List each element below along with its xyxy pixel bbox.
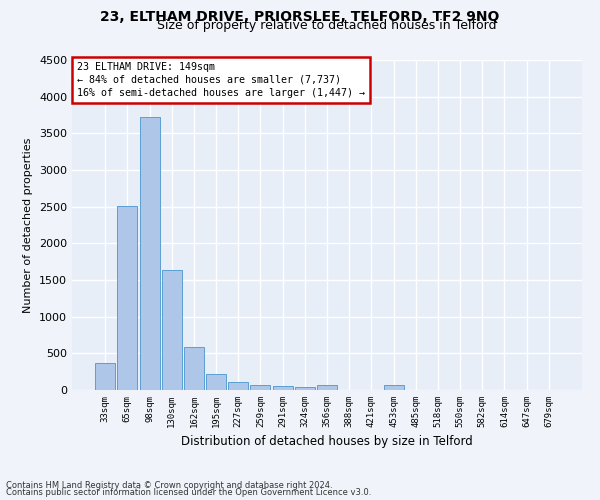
Bar: [272, 386, 293, 390]
Bar: [317, 385, 337, 390]
X-axis label: Distribution of detached houses by size in Telford: Distribution of detached houses by size …: [181, 436, 473, 448]
Bar: [228, 382, 248, 390]
Bar: [383, 385, 404, 390]
Bar: [140, 117, 160, 390]
Text: Contains public sector information licensed under the Open Government Licence v3: Contains public sector information licen…: [6, 488, 371, 497]
Bar: [95, 363, 115, 390]
Text: 23, ELTHAM DRIVE, PRIORSLEE, TELFORD, TF2 9NQ: 23, ELTHAM DRIVE, PRIORSLEE, TELFORD, TF…: [100, 10, 500, 24]
Title: Size of property relative to detached houses in Telford: Size of property relative to detached ho…: [157, 20, 497, 32]
Bar: [118, 206, 137, 390]
Bar: [184, 346, 204, 390]
Bar: [162, 270, 182, 390]
Text: Contains HM Land Registry data © Crown copyright and database right 2024.: Contains HM Land Registry data © Crown c…: [6, 480, 332, 490]
Bar: [250, 385, 271, 390]
Text: 23 ELTHAM DRIVE: 149sqm
← 84% of detached houses are smaller (7,737)
16% of semi: 23 ELTHAM DRIVE: 149sqm ← 84% of detache…: [77, 62, 365, 98]
Y-axis label: Number of detached properties: Number of detached properties: [23, 138, 34, 312]
Bar: [206, 374, 226, 390]
Bar: [295, 387, 315, 390]
